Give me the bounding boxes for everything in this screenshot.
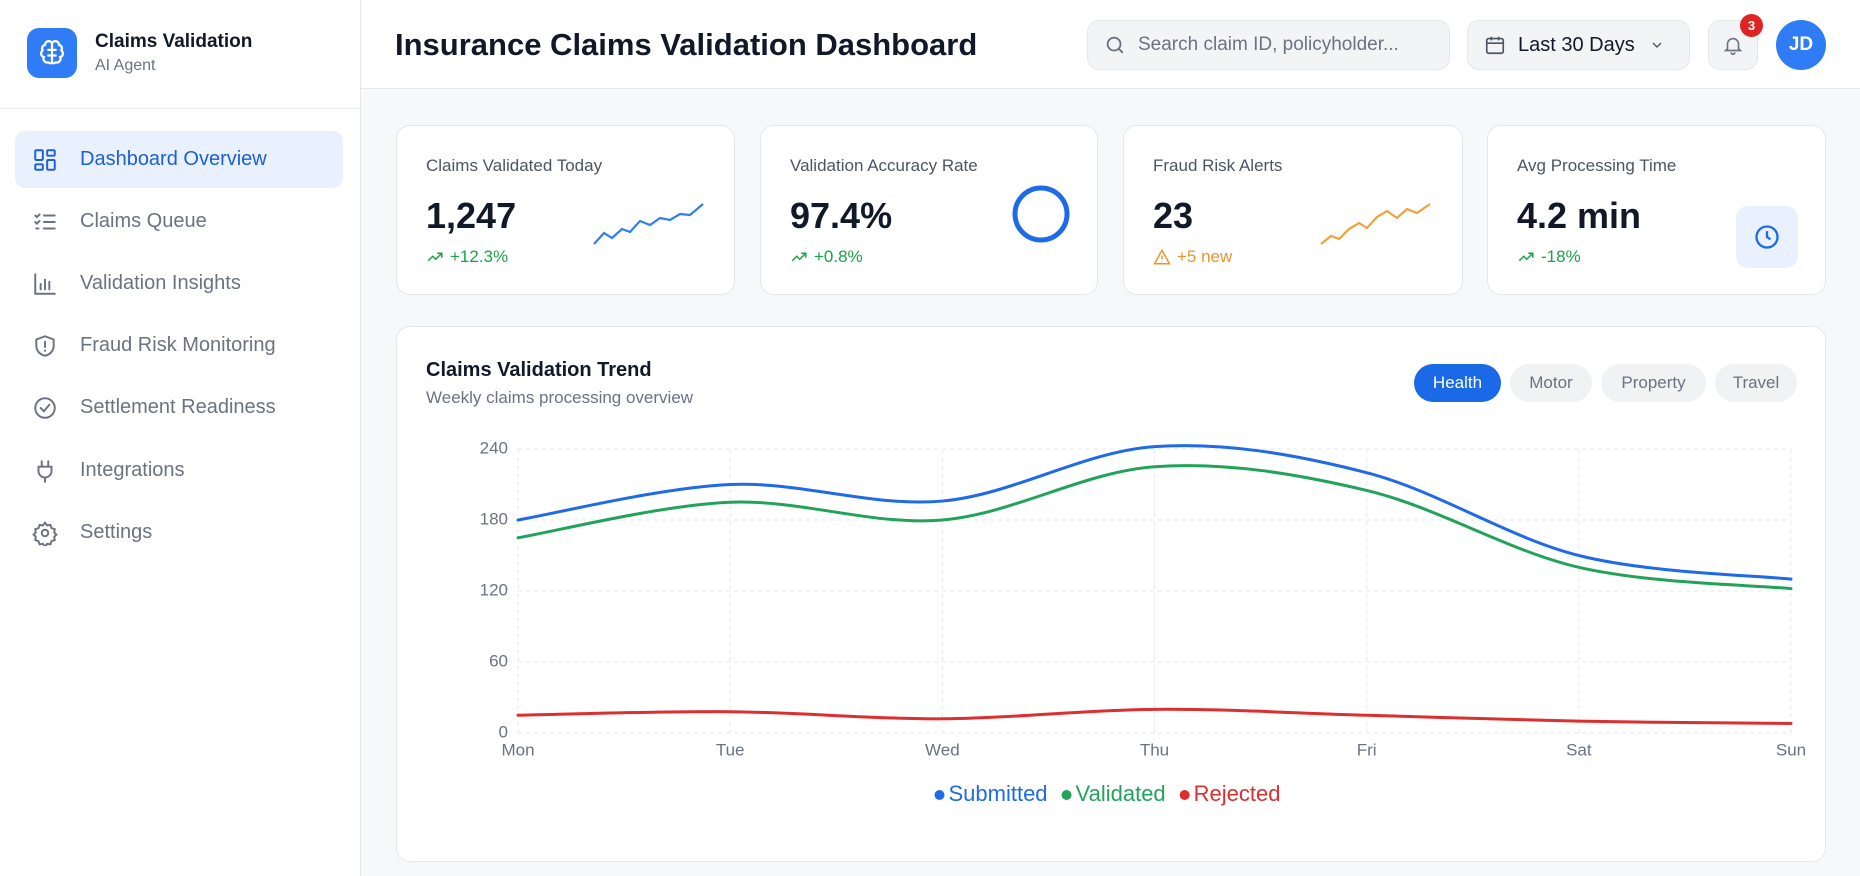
legend-label: Rejected — [1194, 781, 1281, 806]
header: Insurance Claims Validation Dashboard Se… — [361, 0, 1860, 89]
tab[interactable]: Motor — [1510, 364, 1592, 402]
nav-label: Fraud Risk Monitoring — [80, 334, 276, 356]
sidebar: Claims Validation AI Agent Dashboard Ove… — [0, 0, 361, 876]
series-line — [516, 444, 1793, 581]
x-tick-label: Thu — [1140, 740, 1169, 759]
notification-badge: 3 — [1740, 14, 1763, 37]
sparkline — [1320, 203, 1431, 245]
kpi-delta: +12.3% — [426, 247, 508, 267]
kpi-label: Avg Processing Time — [1517, 156, 1677, 175]
y-tick-label: 60 — [489, 651, 508, 670]
kpi-card: Validation Accuracy Rate 97.4% +0.8% — [760, 125, 1098, 295]
sparkline — [593, 203, 704, 245]
chart-subtitle: Weekly claims processing overview — [426, 388, 694, 407]
legend-dot — [934, 790, 945, 800]
legend: Submitted Validated Rejected — [934, 781, 1281, 806]
date-range[interactable]: Last 30 Days — [1467, 20, 1690, 70]
legend-label: Submitted — [948, 781, 1047, 806]
tab[interactable]: Health — [1414, 364, 1501, 402]
chart-card: Claims Validation Trend Weekly claims pr… — [396, 326, 1826, 862]
nav-label: Settlement Readiness — [80, 396, 276, 418]
tab[interactable]: Travel — [1715, 364, 1797, 402]
series-line — [516, 464, 1793, 591]
chart-title: Claims Validation Trend — [426, 359, 652, 381]
x-tick-label: Fri — [1357, 740, 1377, 759]
nav-item[interactable]: Integrations — [15, 442, 343, 499]
nav-item[interactable]: Fraud Risk Monitoring — [15, 317, 343, 374]
date-range-label: Last 30 Days — [1518, 33, 1635, 56]
avatar[interactable]: JD — [1776, 20, 1826, 70]
brand-subtitle: AI Agent — [95, 57, 156, 74]
kpi-delta-text: -18% — [1541, 247, 1581, 266]
kpi-value: 1,247 — [426, 195, 517, 236]
clock-icon — [1736, 206, 1798, 268]
nav-label: Integrations — [80, 459, 185, 481]
brand-icon — [27, 28, 77, 78]
y-tick-label: 120 — [480, 580, 508, 599]
nav-label: Validation Insights — [80, 272, 241, 294]
x-tick-label: Sat — [1566, 740, 1592, 759]
x-tick-label: Tue — [716, 740, 745, 759]
nav-item[interactable]: Dashboard Overview — [15, 131, 343, 188]
nav-label: Settings — [80, 521, 153, 543]
kpi-delta-text: +0.8% — [814, 247, 863, 266]
kpi-delta-text: +12.3% — [450, 247, 509, 266]
x-tick-label: Mon — [501, 740, 534, 759]
legend-dot — [1179, 790, 1190, 800]
legend-dot — [1061, 790, 1072, 800]
kpi-value: 97.4% — [790, 195, 893, 236]
nav-item[interactable]: Settlement Readiness — [15, 379, 343, 436]
tab[interactable]: Property — [1601, 364, 1706, 402]
series-line — [516, 707, 1793, 726]
search-placeholder: Search claim ID, policyholder... — [1138, 34, 1399, 55]
kpi-delta: +0.8% — [790, 247, 863, 267]
kpi-value: 4.2 min — [1517, 195, 1642, 236]
y-tick-label: 0 — [499, 722, 508, 741]
nav-item[interactable]: Settings — [15, 504, 343, 561]
kpi-card: Claims Validated Today 1,247 +12.3% — [396, 125, 735, 295]
kpi-card: Avg Processing Time 4.2 min -18% — [1487, 125, 1826, 295]
divider — [0, 108, 360, 109]
nav-item[interactable]: Claims Queue — [15, 193, 343, 250]
ring — [1012, 185, 1070, 243]
x-tick-label: Wed — [925, 740, 960, 759]
y-tick-label: 180 — [480, 509, 508, 528]
kpi-label: Fraud Risk Alerts — [1153, 156, 1283, 175]
kpi-label: Claims Validated Today — [426, 156, 603, 175]
chart: 0 60 120 180 240 Mon Tue Wed Thu Fri Sat Sun Submitt… — [480, 438, 1807, 806]
nav-label: Claims Queue — [80, 210, 207, 232]
legend-label: Validated — [1076, 781, 1166, 806]
kpi-label: Validation Accuracy Rate — [790, 156, 978, 175]
kpi-delta: -18% — [1517, 247, 1581, 267]
kpi-delta: +5 new — [1153, 247, 1232, 267]
kpi-delta-text: +5 new — [1177, 247, 1233, 266]
y-tick-label: 240 — [480, 438, 508, 457]
notification-button[interactable] — [1708, 20, 1758, 70]
page-title: Insurance Claims Validation Dashboard — [395, 27, 978, 62]
nav-item[interactable]: Validation Insights — [15, 255, 343, 312]
kpi-value: 23 — [1153, 195, 1194, 236]
brand-title: Claims Validation — [95, 31, 253, 52]
nav-label: Dashboard Overview — [80, 148, 267, 170]
x-tick-label: Sun — [1776, 740, 1806, 759]
search-box[interactable]: Search claim ID, policyholder... — [1087, 20, 1450, 70]
kpi-card: Fraud Risk Alerts 23 +5 new — [1123, 125, 1463, 295]
